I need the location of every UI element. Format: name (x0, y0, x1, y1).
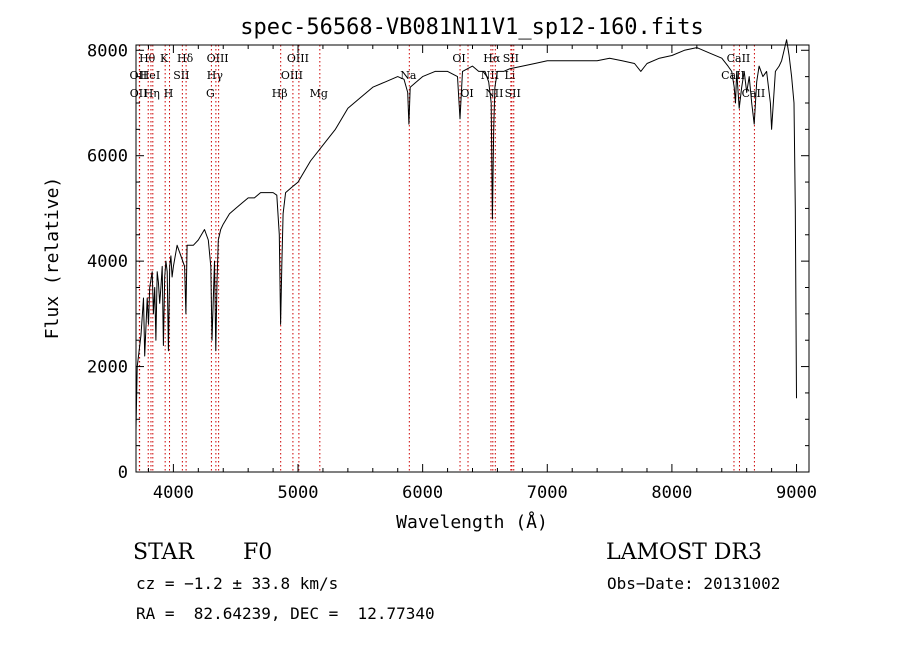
y-tick-label: 8000 (87, 41, 128, 61)
line-marker-label: OI (460, 87, 473, 100)
y-tick-label: 2000 (87, 358, 128, 378)
redshift-info: cz = −1.2 ± 33.8 km/s (136, 574, 339, 593)
line-marker-label: Hγ (207, 69, 224, 82)
x-axis-label: Wavelength (Å) (396, 511, 548, 533)
x-tick-label: 8000 (651, 483, 692, 503)
spectrum-line (135, 39, 797, 430)
line-marker-label: G (206, 87, 215, 100)
line-marker-label: HeI (140, 69, 160, 82)
y-tick-label: 4000 (87, 252, 128, 272)
object-class: STAR (133, 540, 194, 565)
x-tick-label: 6000 (402, 483, 443, 503)
line-marker-label: Li (504, 69, 515, 82)
line-marker-label: CaII (727, 52, 751, 65)
x-tick-label: 5000 (278, 483, 319, 503)
plot-frame (135, 44, 810, 473)
line-marker-label: OIII (207, 52, 229, 65)
y-tick-label: 0 (118, 463, 128, 483)
line-marker-label: CaII (721, 69, 745, 82)
x-tick-label: 7000 (527, 483, 568, 503)
survey-name: LAMOST DR3 (606, 540, 762, 565)
line-marker-label: OII (130, 69, 148, 82)
line-marker-label: SII (173, 69, 189, 82)
y-tick-label: 6000 (87, 147, 128, 167)
obs-date: Obs−Date: 20131002 (607, 574, 781, 593)
line-marker-label: K (160, 52, 169, 65)
line-markers: OII OII Hθ HeI Hη K H SII Hδ G Hγ OIII Hβ OIII OIII Mg N… (130, 45, 766, 472)
object-subclass: F0 (243, 540, 273, 565)
line-marker-label: OIII (281, 69, 303, 82)
line-marker-label: OII (130, 87, 148, 100)
line-marker-label: Mg (310, 87, 328, 100)
line-marker-label: CaII (742, 87, 766, 100)
x-tick-label: 4000 (153, 483, 194, 503)
line-marker-label: OI (452, 52, 465, 65)
coordinates: RA = 82.64239, DEC = 12.77340 (136, 604, 435, 623)
x-tick-label: 9000 (776, 483, 817, 503)
line-marker-label: OIII (287, 52, 309, 65)
line-marker-label: Hα (483, 52, 501, 65)
line-marker-label: Na (400, 69, 417, 82)
line-marker-label: Hη (144, 87, 160, 100)
line-marker-label: SII (505, 87, 521, 100)
chart-title: spec-56568-VB081N11V1_sp12-160.fits (240, 15, 704, 40)
line-marker-label: Hδ (177, 52, 194, 65)
line-marker-label: SII (503, 52, 519, 65)
line-marker-label: Hθ (139, 52, 156, 65)
y-axis-label: Flux (relative) (42, 177, 63, 340)
line-marker-label: Hβ (272, 87, 288, 100)
line-marker-label: H (164, 87, 174, 100)
axis-ticks: 4000 5000 6000 7000 8000 9000 0 2000 4000 6000 800… (87, 41, 817, 503)
